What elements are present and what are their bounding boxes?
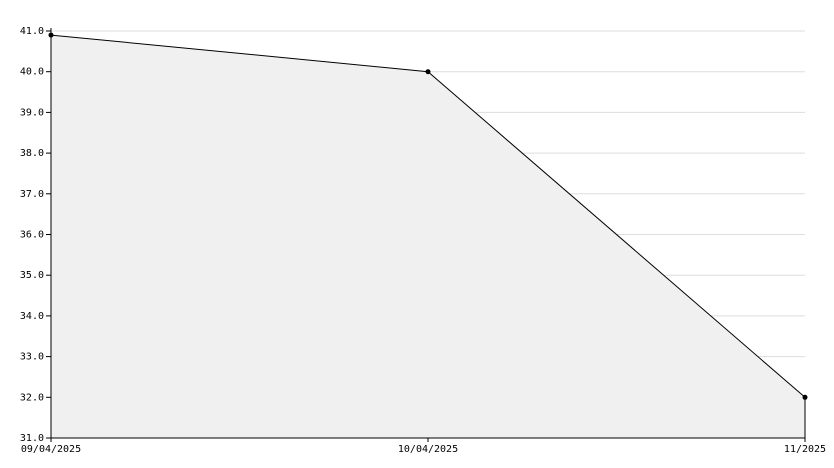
y-tick-label: 41.0 [20, 26, 44, 37]
x-tick-label: 11/2025 [784, 444, 826, 455]
y-tick-label: 35.0 [20, 270, 44, 281]
y-tick-label: 31.0 [20, 433, 44, 444]
x-tick-label: 09/04/2025 [21, 444, 81, 455]
y-tick-label: 34.0 [20, 311, 44, 322]
y-tick-label: 37.0 [20, 189, 44, 200]
point [425, 69, 431, 75]
y-tick-label: 36.0 [20, 230, 44, 241]
y-tick-label: 33.0 [20, 352, 44, 363]
area-fill [51, 35, 805, 438]
y-tick-label: 32.0 [20, 392, 44, 403]
y-tick-label: 40.0 [20, 67, 44, 78]
x-tick-label: 10/04/2025 [398, 444, 458, 455]
point [802, 394, 808, 400]
y-tick-label: 38.0 [20, 148, 44, 159]
y-tick-label: 39.0 [20, 107, 44, 118]
